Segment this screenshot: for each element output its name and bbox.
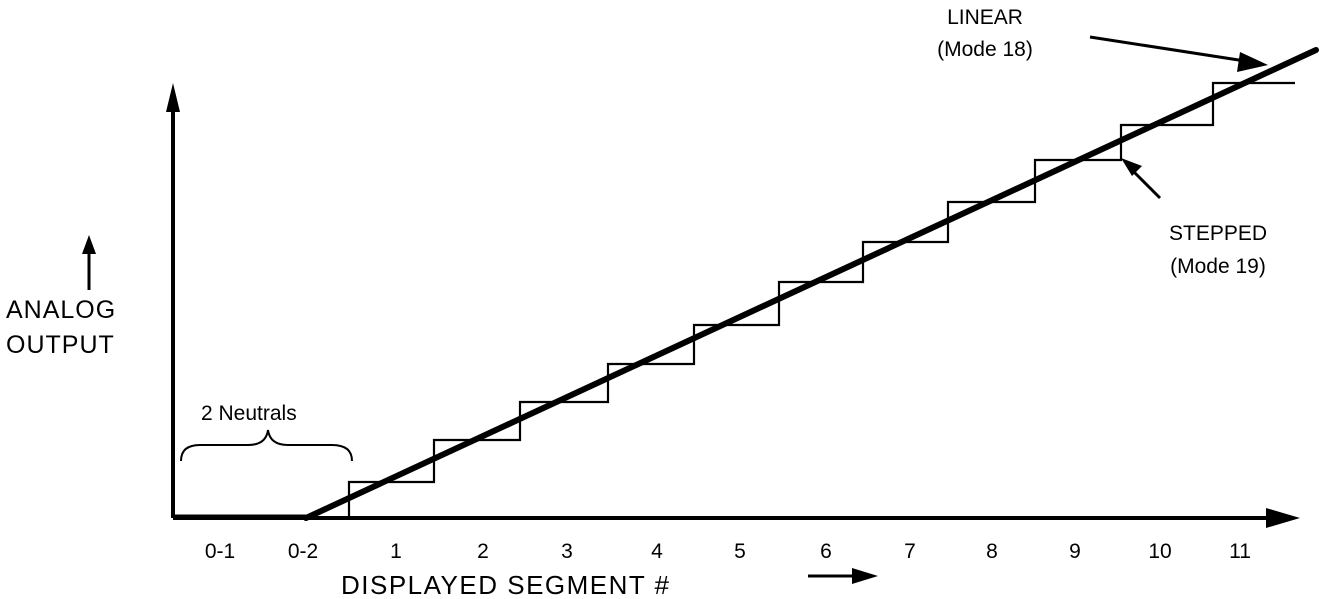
linear-pointer-arrowhead: [1237, 52, 1268, 72]
linear-output-line: [306, 50, 1316, 518]
stepped-label-line1: STEPPED: [1169, 222, 1267, 245]
y-axis-arrowhead: [166, 83, 180, 112]
x-tick-label: 4: [651, 540, 663, 563]
stepped-label-line2: (Mode 19): [1170, 255, 1266, 278]
stepped-output-line: [349, 83, 1295, 519]
y-title-arrowhead: [82, 235, 96, 254]
x-tick-label: 11: [1229, 540, 1251, 563]
x-tick-labels: 0-1 0-2 1 2 3 4 5 6 7 8 9 10 11: [205, 540, 1251, 563]
x-tick-label: 7: [904, 540, 916, 563]
neutrals-label: 2 Neutrals: [201, 402, 297, 425]
x-tick-label: 10: [1148, 540, 1171, 563]
x-tick-label: 1: [390, 540, 402, 563]
x-tick-label: 2: [477, 540, 489, 563]
x-tick-label: 6: [820, 540, 832, 563]
x-title-arrowhead: [852, 568, 878, 584]
x-tick-label: 9: [1069, 540, 1081, 563]
y-axis-title-line2: OUTPUT: [6, 331, 115, 359]
y-axis-title-line1: ANALOG: [6, 296, 116, 324]
x-tick-label: 5: [734, 540, 746, 563]
linear-pointer-arrow: [1090, 37, 1258, 63]
neutrals-brace: [181, 430, 352, 461]
x-tick-label: 0-2: [288, 540, 318, 563]
x-tick-label: 0-1: [205, 540, 235, 563]
x-tick-label: 8: [986, 540, 998, 563]
x-axis-title: DISPLAYED SEGMENT #: [341, 570, 671, 599]
x-tick-label: 3: [561, 540, 573, 563]
linear-label-line2: (Mode 18): [937, 38, 1033, 61]
stepped-pointer-arrowhead: [1121, 158, 1142, 176]
linear-label-line1: LINEAR: [947, 6, 1023, 29]
x-axis-arrowhead: [1266, 508, 1300, 528]
